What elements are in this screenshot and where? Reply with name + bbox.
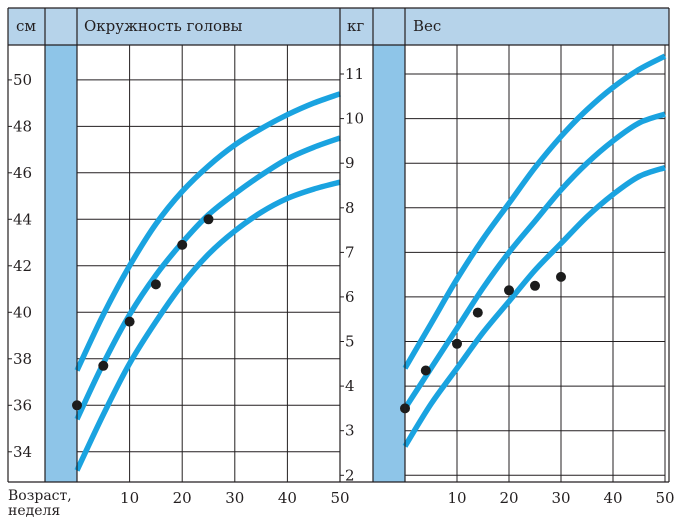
head-y-tick-label: 34 <box>13 443 32 461</box>
head-header-bg <box>8 8 340 45</box>
head-data-point <box>203 214 214 225</box>
head-data-point <box>98 360 109 371</box>
weight-y-tick-label: 4 <box>345 377 355 395</box>
head-x-tick-label: 30 <box>225 489 244 507</box>
weight-unit-label: кг <box>347 17 364 35</box>
head-data-point <box>150 279 161 290</box>
weight-points <box>400 271 566 414</box>
weight-y-tick-label: 11 <box>345 65 364 83</box>
head-x-ticks: 10 20 30 40 50 <box>120 489 349 507</box>
weight-y-tick-label: 3 <box>345 422 355 440</box>
weight-y-tick-label: 8 <box>345 199 355 217</box>
weight-x-tick-label: 40 <box>603 489 622 507</box>
head-curves <box>74 91 341 472</box>
weight-header-bg <box>340 8 669 45</box>
weight-curves <box>402 53 667 448</box>
head-x-tick-label: 50 <box>330 489 349 507</box>
head-y-tick-label: 46 <box>13 164 32 182</box>
head-percentile-curve-2 <box>74 135 341 421</box>
head-x-tick-label: 20 <box>173 489 192 507</box>
x-axis-label-line2: неделя <box>8 503 60 517</box>
head-y-tick-label: 44 <box>13 210 32 228</box>
weight-y-tick-label: 2 <box>345 466 355 484</box>
x-axis-label-line1: Возраст, <box>8 488 72 504</box>
weight-data-point <box>556 271 566 282</box>
head-x-tick-label: 10 <box>120 489 139 507</box>
weight-chart-title: Вес <box>413 17 441 35</box>
head-y-tick-label: 50 <box>13 71 32 89</box>
head-strip <box>45 45 77 482</box>
head-y-tick-label: 42 <box>13 257 32 275</box>
weight-data-point <box>504 285 514 296</box>
weight-strip <box>373 45 405 482</box>
weight-y-tick-label: 6 <box>345 288 355 306</box>
weight-y-tick-label: 5 <box>345 333 355 351</box>
weight-y-tick-label: 10 <box>345 110 364 128</box>
chart-frame <box>7 7 670 483</box>
weight-y-ticks: 2 3 4 5 6 7 8 9 10 11 <box>340 65 364 484</box>
weight-percentile-curve-1 <box>402 53 667 370</box>
head-data-point <box>124 316 135 327</box>
head-percentile-curve-3 <box>74 179 341 472</box>
weight-x-tick-label: 10 <box>447 489 466 507</box>
head-y-tick-label: 38 <box>13 350 32 368</box>
weight-percentile-curve-2 <box>402 111 666 410</box>
head-points <box>72 214 214 411</box>
weight-grid <box>405 45 666 482</box>
head-unit-label: см <box>16 17 36 35</box>
weight-x-tick-label: 20 <box>499 489 518 507</box>
head-y-tick-label: 36 <box>13 396 32 414</box>
weight-data-point <box>452 338 462 349</box>
weight-panel: 2 3 4 5 6 7 8 9 10 11 кг Вес <box>340 8 669 484</box>
weight-data-point <box>530 280 540 291</box>
head-circumference-panel: 34 36 38 40 42 44 46 48 50 см Окружность головы <box>8 8 341 482</box>
head-data-point <box>177 239 188 250</box>
head-x-tick-label: 40 <box>278 489 297 507</box>
weight-y-tick-label: 9 <box>345 154 355 172</box>
head-y-tick-label: 40 <box>13 303 32 321</box>
weight-x-ticks: 10 20 30 40 50 <box>447 489 674 507</box>
weight-x-tick-label: 50 <box>655 489 674 507</box>
head-y-ticks: 34 36 38 40 42 44 46 48 50 <box>8 71 32 461</box>
weight-y-tick-label: 7 <box>345 243 355 261</box>
weight-percentile-curve-3 <box>402 164 666 448</box>
weight-x-tick-label: 30 <box>551 489 570 507</box>
head-percentile-curve-1 <box>74 91 341 372</box>
head-chart-title: Окружность головы <box>84 17 242 35</box>
weight-data-point <box>472 307 483 318</box>
head-y-tick-label: 48 <box>13 117 32 135</box>
weight-data-point <box>420 365 431 376</box>
